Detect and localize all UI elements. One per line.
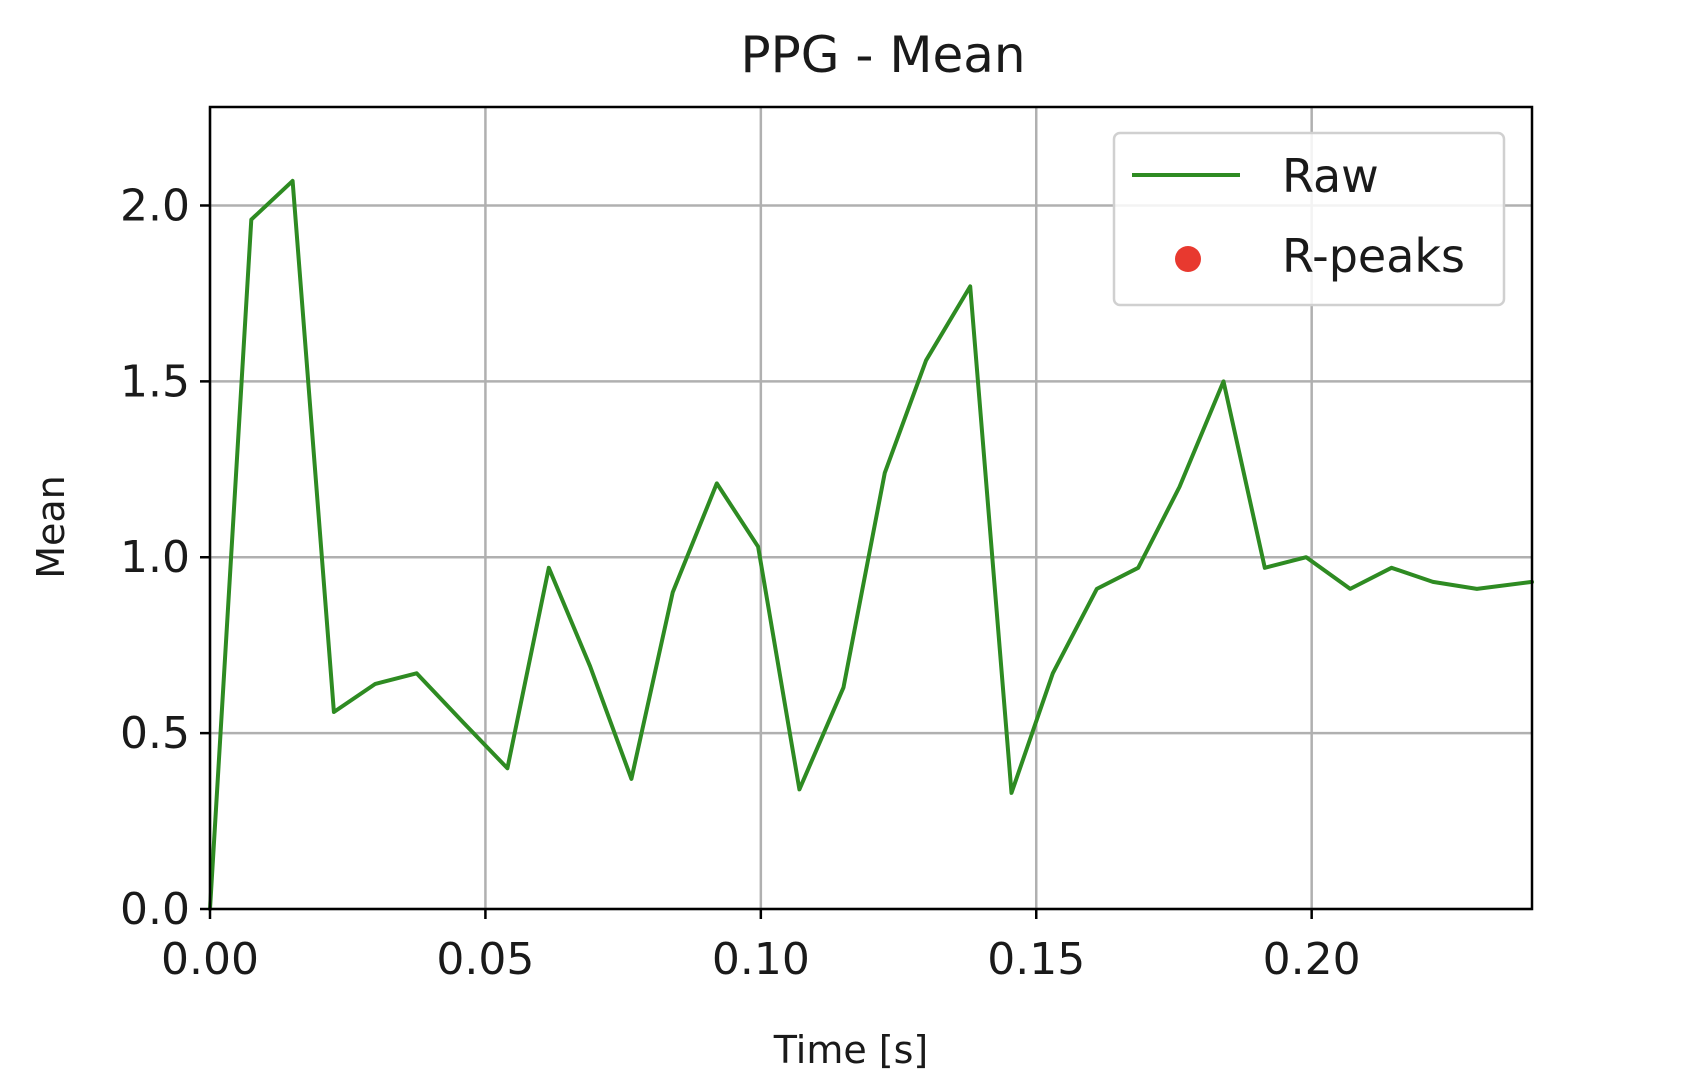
chart-title: PPG - Mean	[740, 26, 1025, 84]
x-tick-label: 0.05	[436, 934, 534, 985]
y-tick-label: 0.0	[120, 884, 190, 935]
y-axis-label: Mean	[29, 475, 73, 579]
y-tick-label: 1.5	[120, 356, 190, 407]
axis-ticks: 0.00 0.05 0.10 0.15 0.20 0.0 0.5 1.0 1.5 2.0	[120, 180, 1361, 985]
x-tick-label: 0.10	[712, 934, 810, 985]
x-tick-label: 0.20	[1263, 934, 1361, 985]
legend-raw-label: Raw	[1282, 149, 1379, 203]
y-tick-label: 1.0	[120, 532, 190, 583]
x-tick-label: 0.15	[987, 934, 1085, 985]
x-tick-label: 0.00	[161, 934, 259, 985]
plot-frame	[208, 105, 1534, 911]
y-tick-label: 0.5	[120, 708, 190, 759]
legend-r-peaks-label: R-peaks	[1282, 229, 1465, 283]
series-line-raw	[208, 178, 1534, 911]
x-axis-label: Time [s]	[773, 1028, 929, 1070]
legend: Raw R-peaks	[1112, 131, 1506, 307]
y-tick-label: 2.0	[120, 180, 190, 231]
legend-r-peaks-marker	[1175, 246, 1201, 272]
plot-series	[208, 178, 1534, 911]
